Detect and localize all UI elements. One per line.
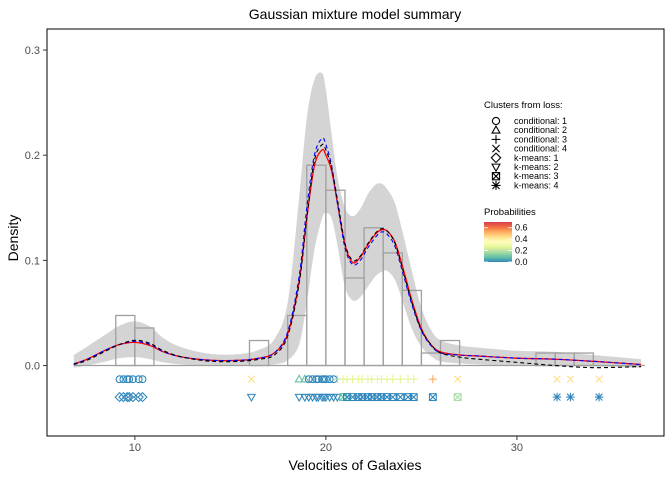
- legend-label: k-means: 1: [514, 153, 559, 163]
- rug-point: [294, 393, 304, 403]
- rug-point: [388, 375, 397, 384]
- colorbar-tick-label: 0.2: [515, 246, 528, 256]
- rug-point: [123, 391, 135, 403]
- legend-label: conditional: 4: [514, 144, 567, 154]
- rug-point: [388, 393, 397, 402]
- histogram-bar: [573, 352, 594, 367]
- x-axis-title: Velocities of Galaxies: [288, 457, 421, 473]
- rug-point: [325, 393, 335, 403]
- rug-point: [328, 393, 339, 403]
- legend-key-cross: [492, 144, 500, 153]
- rug-point: [396, 375, 405, 384]
- rug-point: [125, 375, 134, 384]
- rug-point: [553, 375, 561, 383]
- y-axis-title: Density: [5, 215, 21, 262]
- rug-point: [428, 393, 437, 402]
- rug-point: [325, 375, 334, 384]
- rug-point: [595, 375, 603, 383]
- y-tick-label: 0.2: [25, 150, 40, 162]
- rug-point: [300, 393, 310, 403]
- rug-point: [566, 392, 575, 402]
- rug-point: [246, 393, 257, 403]
- colorbar-tick-label: 0.0: [515, 257, 528, 267]
- rug-point: [308, 375, 317, 384]
- rug-point: [409, 393, 418, 402]
- y-tick-label: 0.3: [25, 45, 40, 57]
- probability-colorbar: [484, 222, 512, 262]
- rug-point: [552, 392, 562, 402]
- plot-frame: [46, 28, 665, 437]
- legend-label: k-means: 3: [514, 171, 559, 181]
- rug-point: [114, 391, 125, 403]
- rug-point: [300, 374, 310, 383]
- rug-point: [119, 375, 128, 384]
- x-tick-label: 30: [511, 442, 523, 454]
- legend-label: conditional: 3: [514, 134, 567, 144]
- rug-point: [129, 375, 137, 384]
- rug-point: [294, 374, 304, 383]
- legend-key-circle: [491, 116, 501, 126]
- legend-label: conditional: 2: [514, 125, 567, 135]
- legend-key-triangle-down: [491, 163, 501, 173]
- x-tick-label: 10: [129, 442, 141, 454]
- rug-point: [138, 375, 147, 384]
- rug-point: [134, 375, 143, 384]
- rug-point: [137, 391, 148, 403]
- rug-point: [566, 375, 575, 383]
- rug-point: [133, 391, 144, 403]
- legend-shape-title: Clusters from loss:: [484, 100, 563, 111]
- rug-point: [314, 375, 323, 384]
- chart-title: Gaussian mixture model summary: [249, 6, 461, 22]
- rug-point: [428, 375, 437, 384]
- legend-label: conditional: 1: [514, 116, 567, 126]
- rug-point: [409, 375, 418, 384]
- rug-point: [247, 375, 256, 383]
- rug-point: [115, 375, 124, 384]
- legend-key-asterisk: [491, 180, 501, 190]
- rug-point: [453, 393, 462, 402]
- rug-point: [304, 393, 314, 403]
- rug-row-conditional: [115, 374, 603, 384]
- legend: Clusters from loss: conditional: 1condit…: [484, 100, 567, 267]
- rug-point: [304, 375, 313, 384]
- rug-point: [594, 392, 604, 402]
- legend-color-title: Probabilities: [484, 207, 536, 218]
- x-tick-label: 20: [320, 442, 332, 454]
- rug-point: [396, 393, 405, 402]
- rug-point: [453, 375, 462, 383]
- colorbar-tick-label: 0.6: [515, 223, 528, 233]
- rug-point: [321, 375, 330, 384]
- legend-key-boxx: [491, 172, 501, 181]
- legend-key-plus: [491, 135, 501, 144]
- histogram-bar: [248, 339, 270, 367]
- rug-row-k-means: [114, 391, 604, 403]
- legend-label: k-means: 4: [514, 180, 559, 190]
- confidence-ribbon: [73, 72, 642, 368]
- colorbar-tick-label: 0.4: [515, 234, 528, 244]
- legend-key-triangle: [491, 124, 501, 134]
- y-tick-label: 0.0: [25, 361, 40, 373]
- legend-label: k-means: 2: [514, 162, 559, 172]
- y-tick-label: 0.1: [25, 255, 40, 267]
- legend-key-diamond: [490, 152, 502, 164]
